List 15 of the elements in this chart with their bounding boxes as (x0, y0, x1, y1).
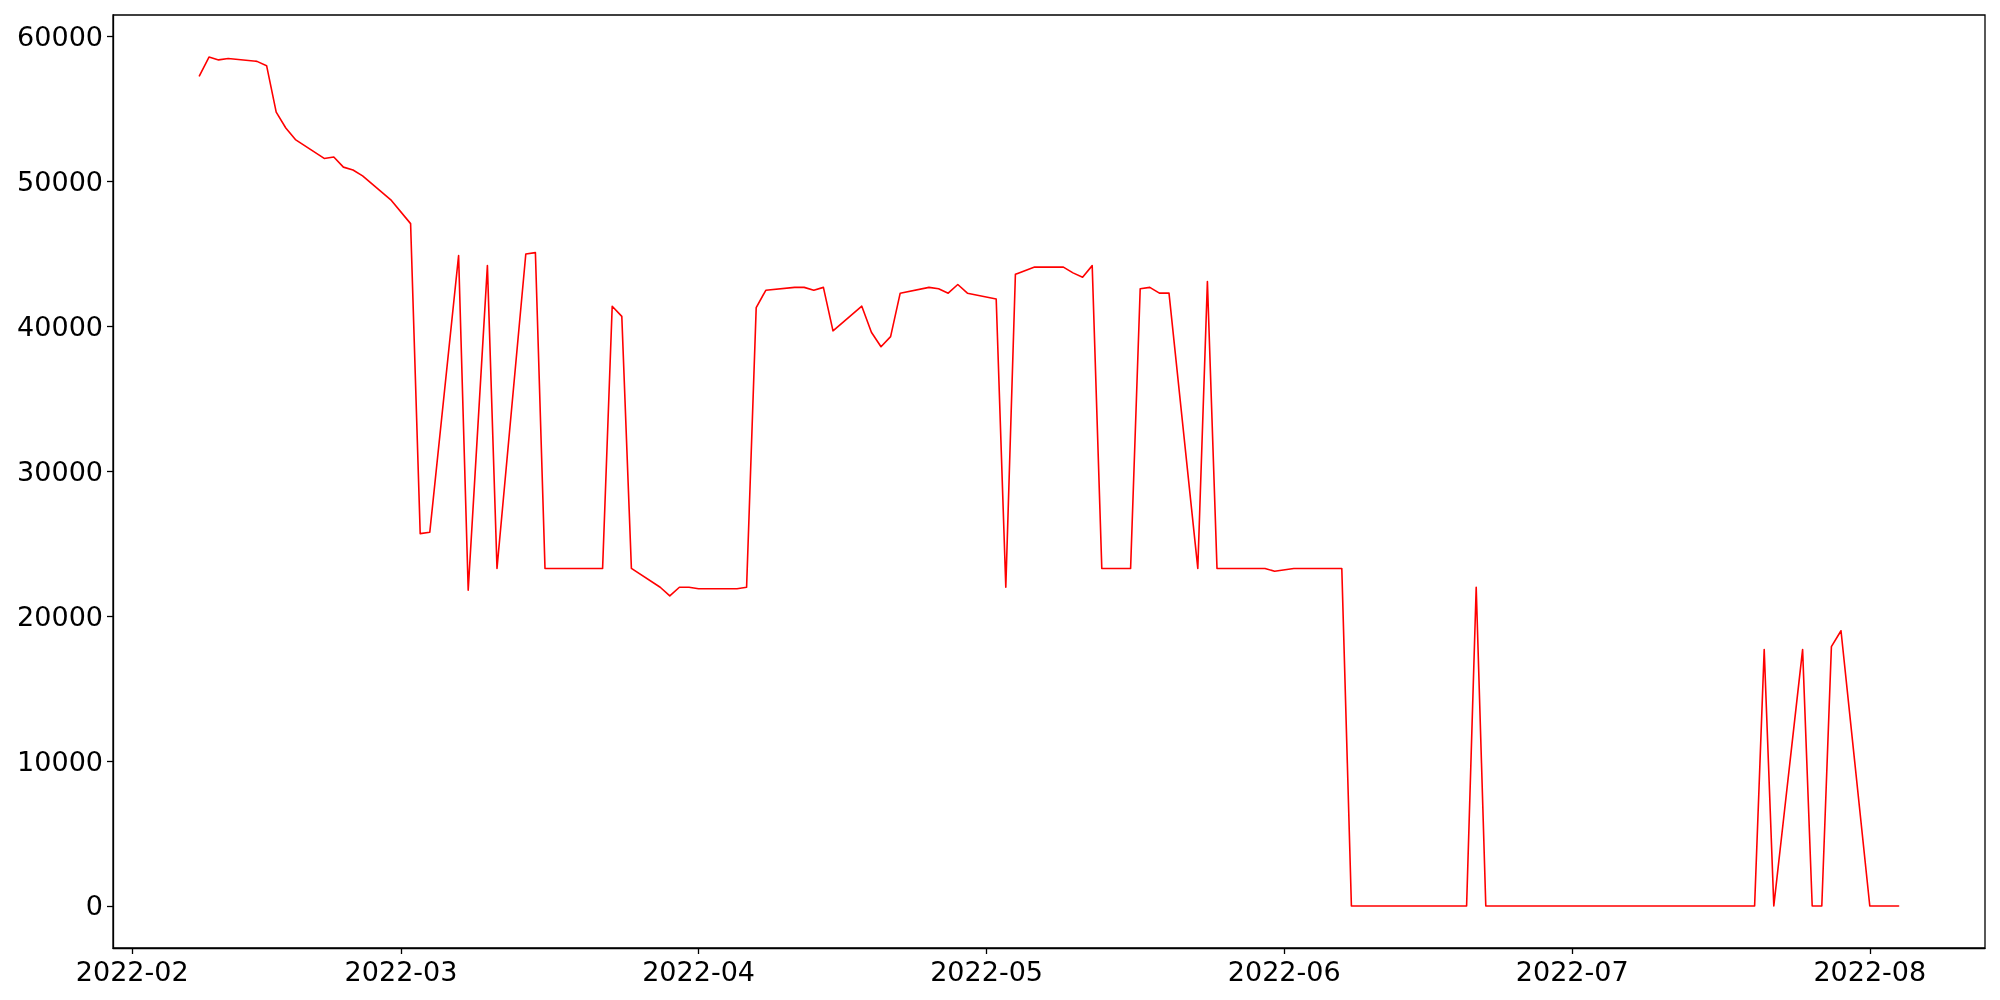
y-tick-label: 40000 (17, 310, 103, 342)
y-tick-label: 30000 (17, 455, 103, 487)
x-tick-label: 2022-08 (1813, 956, 1927, 987)
y-tick-label: 50000 (17, 166, 103, 198)
x-tick-label: 2022-04 (642, 956, 756, 987)
y-tick-label: 20000 (17, 600, 103, 632)
line-series (198, 56, 1900, 907)
y-tick-label: 10000 (17, 745, 103, 777)
x-tick-label: 2022-05 (930, 956, 1044, 987)
y-tick-label: 60000 (17, 21, 103, 53)
x-tick-label: 2022-03 (344, 956, 458, 987)
x-tick-label: 2022-02 (75, 956, 189, 987)
y-tick-label: 0 (85, 890, 103, 922)
x-tick-label: 2022-07 (1515, 956, 1629, 987)
x-tick-label: 2022-06 (1227, 956, 1341, 987)
